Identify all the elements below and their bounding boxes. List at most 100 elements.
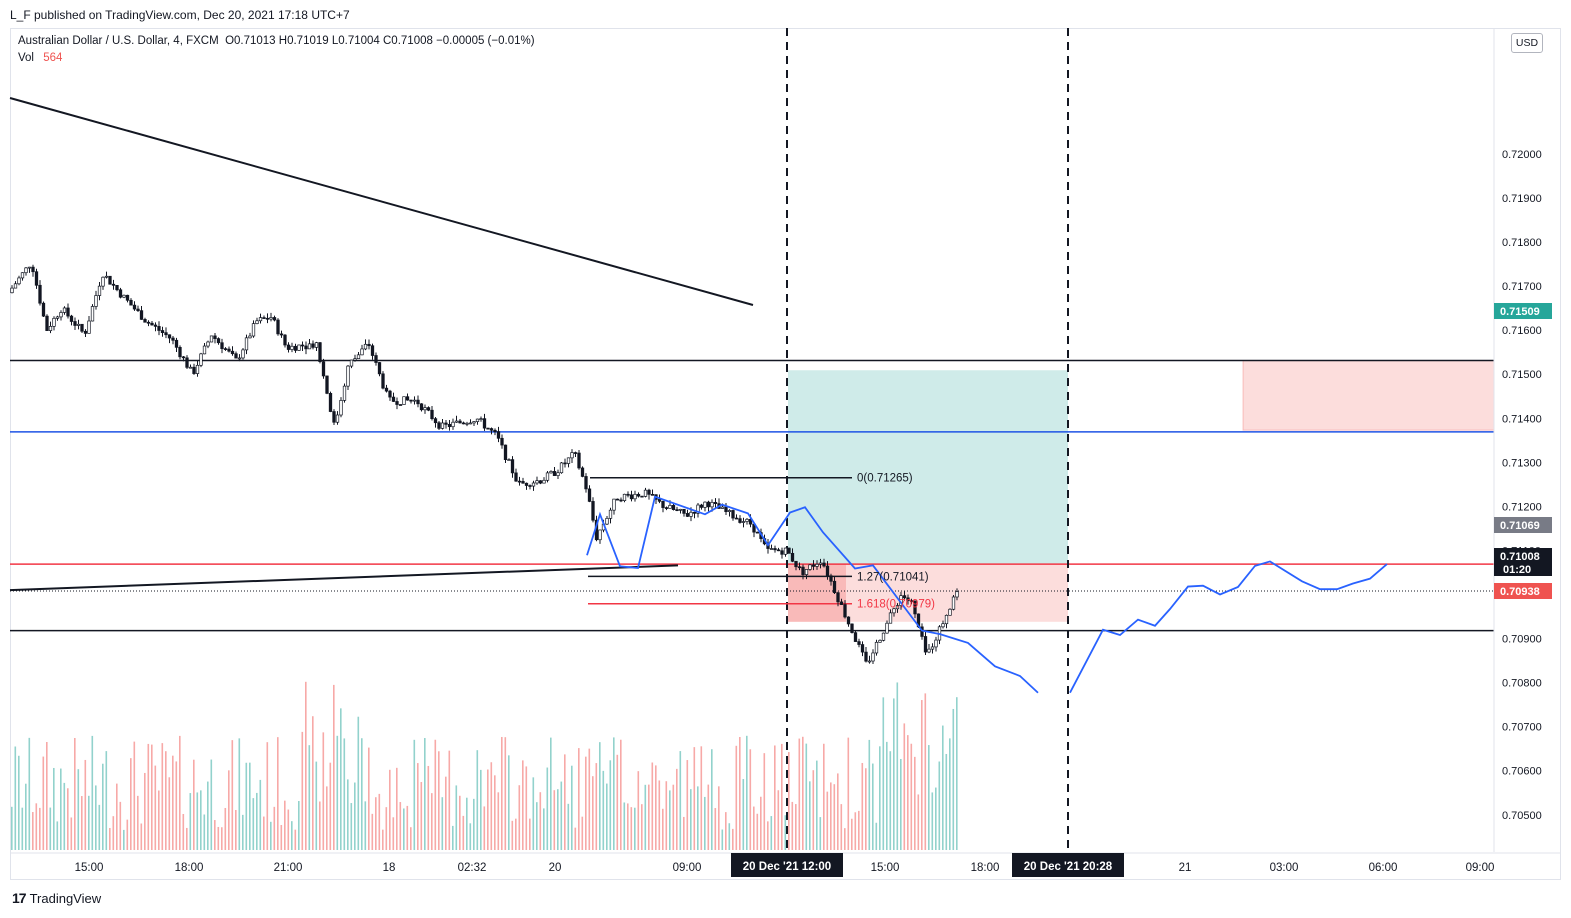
volume-bar [578,748,580,850]
candle-body [458,420,462,424]
volume-bar [291,821,293,850]
candle [524,482,529,490]
candle-body [923,636,928,653]
candle-body [52,317,56,327]
fib-level-label: 0(0.71265) [857,473,913,485]
candle-body [402,396,406,405]
candle-body [650,494,655,496]
candle-body [178,346,182,358]
candle-body [423,407,427,411]
candle-body [237,357,242,360]
candle-body [150,322,154,326]
volume-bar [126,819,129,850]
volume-bar [942,725,944,850]
volume-bar [273,806,276,850]
candle-body [244,337,249,351]
candle-body [27,266,32,269]
volume-bar [154,765,157,850]
candle [678,508,683,514]
candle [262,315,266,319]
candle-body [850,623,854,633]
candle [416,395,420,408]
candle [153,322,158,332]
candle-body [549,471,553,474]
x-tick-label: 09:00 [1466,862,1495,874]
candle [888,609,893,624]
volume-bar [851,818,853,850]
chart-labels: 0(0.71265) 1.27(0.71041) 1.618(0.70979) [857,473,935,611]
candle [167,334,172,344]
candle [52,316,56,331]
volume-bar [123,829,125,850]
candle-body [80,323,84,332]
volume-bar [525,766,528,850]
candle-body [780,550,784,555]
candle [675,506,679,512]
candle-body [171,337,175,341]
currency-button[interactable]: USD [1511,33,1543,53]
volume-bar [721,829,724,850]
chart-frame[interactable] [10,28,1561,880]
volume-bar [494,775,496,850]
candle-body [482,418,487,429]
volume-bar [140,823,143,850]
volume-bar [592,776,594,850]
candle-body [566,457,571,464]
candle-body [832,580,837,594]
candle [272,315,277,322]
candle-body [276,319,280,335]
candle [178,345,182,360]
volume-bar [151,744,153,850]
candle-body [262,317,266,319]
candle [517,476,522,486]
volume-bar [564,754,566,850]
candle-body [808,564,812,570]
volume-bar [25,783,27,850]
forecast-path [586,495,1039,694]
candle [930,643,935,654]
candle-body [951,596,956,610]
volume-bar [357,716,360,850]
volume-bar [469,823,472,850]
candle-body [38,284,42,304]
candle [860,641,865,657]
y-tick-label: 0.72000 [1502,149,1542,161]
candle [185,355,189,370]
volume-bar [340,708,342,850]
tradingview-brand[interactable]: 17 TradingView [12,890,101,906]
candle-body [577,452,581,469]
candle-body [283,334,287,346]
volume-bar [868,739,871,850]
candle [437,421,441,431]
volume-bar [791,801,794,850]
candle [419,403,424,412]
candle [612,498,616,515]
candle-body [773,548,777,551]
candle [80,323,84,333]
candle-body [580,467,585,477]
candle [297,344,301,351]
volume-bar [480,769,482,850]
volume-bar [567,803,570,850]
candle [349,359,354,369]
candle-body [626,493,630,496]
candle-body [227,348,231,352]
volume-bar [777,790,780,850]
volume-bar [102,763,104,850]
candle-body [934,639,938,648]
volume-bar [560,781,563,850]
candle-body [703,501,707,508]
candle [426,406,431,412]
candle [867,655,872,664]
x-tick-label: 21:00 [274,862,303,874]
candle-body [255,320,259,324]
candle [101,276,105,290]
candle [566,457,571,468]
volume-bar [182,813,185,850]
candle-body [556,472,560,476]
volume-bar [287,809,290,850]
candle-body [360,348,364,356]
volume-bar [686,760,689,850]
y-tick-label: 0.71500 [1502,369,1542,381]
